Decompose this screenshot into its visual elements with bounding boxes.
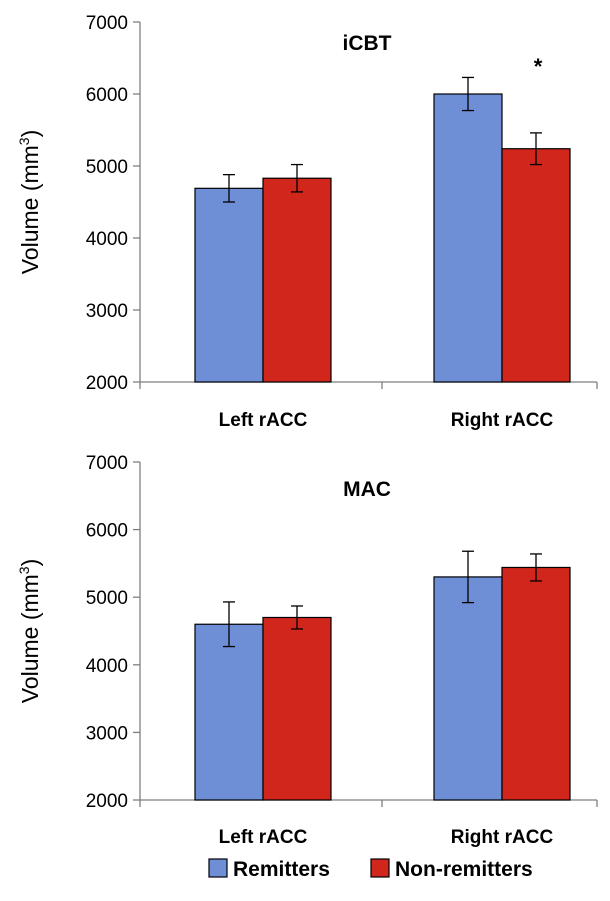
y-axis-title-close: ) [17, 559, 43, 567]
y-axis-title-text: Volume (mm [17, 145, 43, 274]
y-tick-label: 6000 [86, 521, 128, 542]
y-axis-title-superscript: 3 [16, 566, 32, 574]
bar-remitters-left-racc [194, 623, 264, 801]
y-tick-label: 5000 [86, 588, 128, 609]
category-label: Right rACC [451, 827, 554, 848]
legend-label: Non-remitters [395, 858, 533, 881]
bar-non-remitters-left-racc [262, 616, 332, 801]
significance-marker: * [534, 54, 543, 79]
y-tick-label: 7000 [86, 453, 128, 474]
y-tick-label: 4000 [86, 229, 128, 250]
bar-non-remitters-right-racc [501, 566, 571, 801]
y-axis-title: Volume (mm3) [16, 130, 43, 275]
bar-remitters-right-racc [433, 93, 503, 383]
y-axis-title-text: Volume (mm [17, 574, 43, 703]
y-axis-title-close: ) [17, 130, 43, 138]
bar-remitters-right-racc [433, 576, 503, 801]
category-label: Left rACC [219, 827, 308, 848]
bar-non-remitters-left-racc [262, 177, 332, 383]
y-tick-label: 3000 [86, 723, 128, 744]
y-tick-label: 5000 [86, 157, 128, 178]
category-label: Left rACC [219, 410, 308, 431]
bar-non-remitters-right-racc [501, 148, 571, 383]
panel-title: MAC [343, 478, 391, 501]
y-tick-label: 2000 [86, 373, 128, 394]
chart-panel-icbt: 2000 3000 4000 5000 6000 7000 Volume (mm3) iCBT… [16, 13, 598, 431]
y-tick-label: 4000 [86, 656, 128, 677]
panel-title: iCBT [343, 32, 392, 55]
y-tick-label: 6000 [86, 85, 128, 106]
legend-label: Remitters [233, 858, 330, 881]
y-tick-label: 3000 [86, 301, 128, 322]
legend: Remitters Non-remitters [208, 858, 533, 881]
y-axis-title-superscript: 3 [16, 137, 32, 145]
category-label: Right rACC [451, 410, 554, 431]
y-tick-label: 7000 [86, 13, 128, 34]
y-axis-title: Volume (mm3) [16, 559, 43, 704]
y-tick-label: 2000 [86, 791, 128, 812]
chart-panel-mac: 2000 3000 4000 5000 6000 7000 Volume (mm3) MAC L… [16, 453, 598, 848]
legend-swatch [208, 858, 228, 878]
legend-swatch [370, 858, 390, 878]
bar-remitters-left-racc [194, 187, 264, 383]
